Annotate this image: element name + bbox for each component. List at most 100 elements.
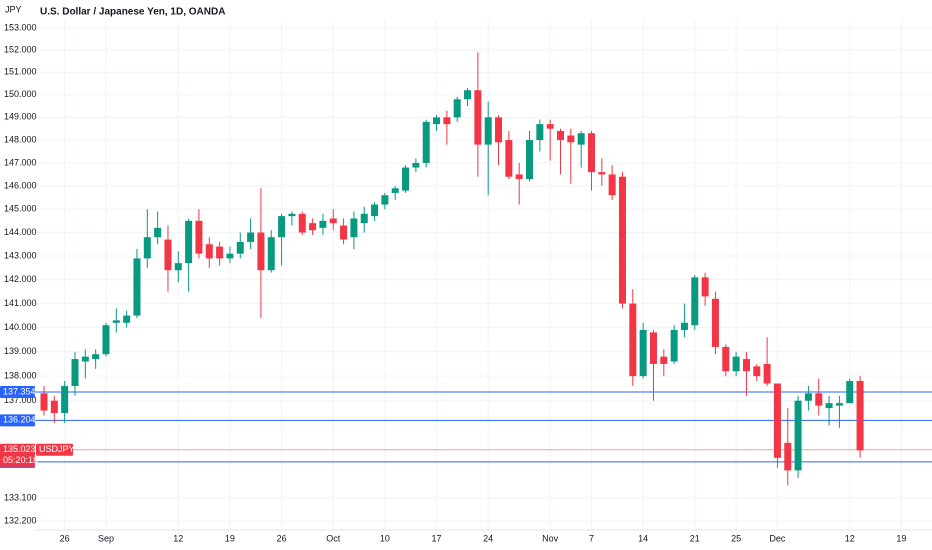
candle-body xyxy=(123,315,131,323)
x-tick-label: 26 xyxy=(60,533,70,543)
x-tick-label: 21 xyxy=(690,533,700,543)
candle-body xyxy=(319,220,327,228)
candle-body xyxy=(701,277,709,297)
candle-body xyxy=(412,162,420,168)
y-tick-label: 150.000 xyxy=(4,89,37,99)
candle-body xyxy=(154,227,162,238)
candle-body xyxy=(577,133,585,145)
y-tick-label: 137.000 xyxy=(4,395,37,405)
y-tick-label: 147.000 xyxy=(4,157,37,167)
candle-body xyxy=(433,117,441,125)
candle-body xyxy=(784,442,792,471)
x-tick-label: 14 xyxy=(638,533,648,543)
candle-body xyxy=(205,244,213,259)
candle-body xyxy=(825,403,833,409)
y-tick-label: 146.000 xyxy=(4,180,37,190)
x-tick-label: Dec xyxy=(769,533,786,543)
candle-body xyxy=(257,232,265,271)
candle-body xyxy=(236,241,244,254)
x-tick-label: 12 xyxy=(845,533,855,543)
candle-body xyxy=(515,174,523,180)
y-tick-label: 143.000 xyxy=(4,250,37,260)
candle-body xyxy=(381,195,389,205)
y-tick-label: 138.000 xyxy=(4,371,37,381)
candle-body xyxy=(40,393,48,411)
candle-body xyxy=(722,346,730,372)
candle-body xyxy=(371,204,379,217)
y-tick-label: 133.100 xyxy=(4,493,37,503)
candle-body xyxy=(608,174,616,196)
candle-body xyxy=(443,117,451,125)
candle-body xyxy=(226,253,234,259)
last-price-tag xyxy=(0,443,35,467)
candle-body xyxy=(753,366,761,377)
symbol-tag xyxy=(36,443,73,456)
candle-body xyxy=(526,140,534,180)
candle-body xyxy=(639,330,647,377)
candle-body xyxy=(112,320,120,323)
countdown-label: 05:20:18 xyxy=(3,455,38,465)
candle-body xyxy=(247,232,255,242)
x-tick-label: 25 xyxy=(731,533,741,543)
y-tick-label: 152.000 xyxy=(4,44,37,54)
x-tick-label: 19 xyxy=(896,533,906,543)
candle-body xyxy=(618,176,626,304)
candle-body xyxy=(102,325,110,355)
price-tag-label: 136.204 xyxy=(3,415,36,425)
candle-body xyxy=(350,218,358,238)
y-tick-label: 145.000 xyxy=(4,204,37,214)
x-tick-label: Sep xyxy=(98,533,114,543)
candle-body xyxy=(629,303,637,377)
candle-body xyxy=(288,213,296,217)
candle-body xyxy=(670,330,678,362)
candle-body xyxy=(835,403,843,406)
candle-body xyxy=(474,90,482,145)
candle-body xyxy=(453,99,461,118)
chart-title: U.S. Dollar / Japanese Yen, 1D, OANDA xyxy=(40,7,225,18)
candle-body xyxy=(505,140,513,177)
y-tick-label: 151.000 xyxy=(4,67,37,77)
candle-body xyxy=(422,121,430,163)
candle-body xyxy=(402,167,410,191)
candle-body xyxy=(267,237,275,271)
candle-body xyxy=(804,393,812,401)
y-tick-label: 153.000 xyxy=(4,22,37,32)
candle-body xyxy=(298,213,306,233)
candle-body xyxy=(164,239,172,271)
candle-body xyxy=(846,381,854,404)
y-tick-label: 144.000 xyxy=(4,227,37,237)
x-tick-label: 26 xyxy=(277,533,287,543)
candle-body xyxy=(680,322,688,331)
candle-body xyxy=(732,356,740,372)
candle-body xyxy=(143,237,151,259)
currency-label: JPY xyxy=(5,4,22,14)
y-tick-label: 132.200 xyxy=(4,515,37,525)
x-tick-label: Nov xyxy=(542,533,559,543)
y-tick-label: 149.000 xyxy=(4,112,37,122)
candle-body xyxy=(660,356,668,364)
candle-body xyxy=(71,359,79,386)
candle-body xyxy=(649,332,657,364)
price-tag xyxy=(0,414,35,427)
last-price-label: 135.023 xyxy=(3,444,36,454)
candle-body xyxy=(711,298,719,347)
candle-body xyxy=(536,124,544,141)
candle-body xyxy=(794,400,802,471)
candle-body xyxy=(216,246,224,259)
candle-body xyxy=(360,213,368,224)
x-tick-label: 17 xyxy=(432,533,442,543)
x-tick-label: 24 xyxy=(483,533,493,543)
x-tick-label: 12 xyxy=(173,533,183,543)
candle-body xyxy=(174,263,182,271)
candle-body xyxy=(81,356,89,362)
x-tick-label: 19 xyxy=(225,533,235,543)
candle-body xyxy=(92,354,100,360)
y-tick-label: 148.000 xyxy=(4,134,37,144)
candle-body xyxy=(691,277,699,326)
candle-body xyxy=(278,216,286,238)
candle-body xyxy=(773,383,781,458)
x-tick-label: 10 xyxy=(380,533,390,543)
candle-body xyxy=(329,218,337,224)
y-tick-label: 139.000 xyxy=(4,346,37,356)
